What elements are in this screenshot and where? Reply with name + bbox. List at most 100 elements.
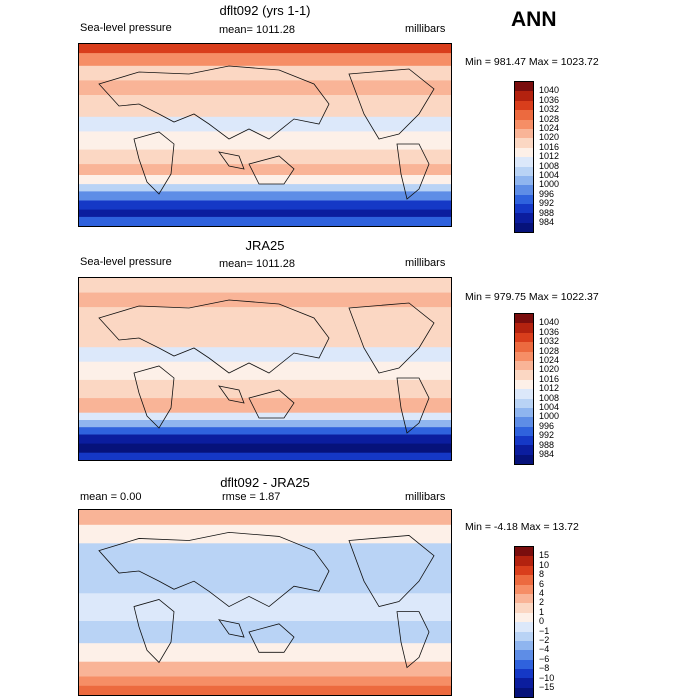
colorbar-level-label: 988 [539,439,555,450]
colorbar-swatch [515,119,533,129]
sea-level-pressure-map [79,44,451,226]
contour-band [79,621,451,644]
contour-band [79,149,451,165]
colorbar-level-label: 4 [539,588,545,598]
colorbar-swatch [515,360,533,371]
colorbar-level-label: 1008 [539,160,560,171]
colorbar-swatch [515,370,533,380]
coastline [218,385,245,404]
coastline [348,68,435,140]
coastline [396,143,430,200]
colorbar-swatch [515,417,533,427]
colorbar-swatch [515,138,533,148]
colorbar-level-label: 1020 [539,132,560,143]
colorbar-level-label: 1000 [539,411,560,422]
coastline [396,377,430,434]
colorbar-level-label: −6 [539,653,550,664]
contour-band [79,412,451,421]
contour-band [79,292,451,308]
colorbar-swatch [515,222,533,233]
panel-title: dflt092 - JRA25 [220,475,310,490]
colorbar-swatch [515,204,533,214]
coastline [98,65,330,140]
contour-band [79,216,451,226]
colorbar-level-label: −2 [539,635,550,645]
colorbar-level-label: 1 [539,606,545,617]
colorbar-level-label: 2 [539,597,545,608]
colorbar-swatch [515,314,533,324]
colorbar-swatch [515,454,533,465]
mean-label: mean= 1011.28 [219,258,295,270]
contour-band [79,164,451,176]
colorbar-swatch [515,351,533,361]
colorbar-level-label: 992 [539,198,555,209]
colorbar-swatches [514,546,534,699]
coastline [348,534,435,608]
colorbar-level-label: 984 [539,217,555,227]
colorbar-swatch [515,603,533,613]
colorbar-level-label: 1028 [539,113,560,124]
colorbar-swatch [515,547,533,557]
contour-band [79,565,451,594]
contour-band [79,80,451,96]
contour-band [79,307,451,326]
colorbar-swatch [515,157,533,167]
colorbar-level-label: 1032 [539,104,560,115]
coastline [248,155,295,185]
map-plot [78,277,452,461]
coastline [133,131,175,195]
colorbar-swatch [515,213,533,223]
colorbar-swatch [515,556,533,566]
colorbar-swatch [515,659,533,670]
colorbar-level-label: 1012 [539,383,560,394]
contour-band [79,325,451,348]
colorbar-level-label: 1008 [539,392,560,403]
units-label: millibars [405,23,446,35]
difference-map [79,510,451,695]
contour-band [79,278,451,294]
colorbar-level-label: 8 [539,569,545,580]
map-plot [78,509,452,696]
colorbar-level-label: −10 [539,672,555,683]
colorbar-level-label: 996 [539,420,555,431]
colorbar-level-label: 6 [539,578,545,589]
colorbar-level-label: 1004 [539,402,560,412]
coastline [133,599,175,664]
field-label: Sea-level pressure [80,256,172,268]
panel-title: JRA25 [245,238,285,253]
colorbar-level-label: 1024 [539,355,560,365]
coastline [218,151,245,170]
coastline [248,389,295,419]
contour-band [79,131,451,151]
colorbar-swatches [514,313,534,466]
colorbar-swatch [515,593,533,604]
contour-band [79,347,451,363]
colorbar-level-label: 1016 [539,141,560,152]
colorbar-level-label: 1012 [539,151,560,162]
coastline [248,623,295,653]
colorbar-level-label: 15 [539,550,550,561]
contour-band [79,44,451,54]
colorbar-level-label: 1004 [539,170,560,180]
colorbar-swatch [515,389,533,399]
mean-label: mean= 1011.28 [219,24,295,36]
colorbar-swatch [515,323,533,333]
colorbar-level-label: 1000 [539,179,560,190]
contour-band [79,53,451,67]
units-label: millibars [405,491,446,503]
colorbar-level-label: 1032 [539,336,560,347]
colorbar-level-label: −8 [539,663,550,674]
contour-band [79,452,451,460]
colorbar-swatch [515,575,533,585]
contour-band [79,434,451,445]
colorbar-swatch [515,398,533,408]
colorbar-swatches [514,81,534,234]
colorbar-swatch [515,565,533,576]
colorbar-level-label: 996 [539,188,555,199]
coastline [218,619,245,638]
colorbar-level-label: 1028 [539,345,560,356]
minmax-label: Min = 979.75 Max = 1022.37 [465,291,599,303]
contour-band [79,95,451,118]
coastline [133,365,175,429]
colorbar-swatch [515,445,533,455]
